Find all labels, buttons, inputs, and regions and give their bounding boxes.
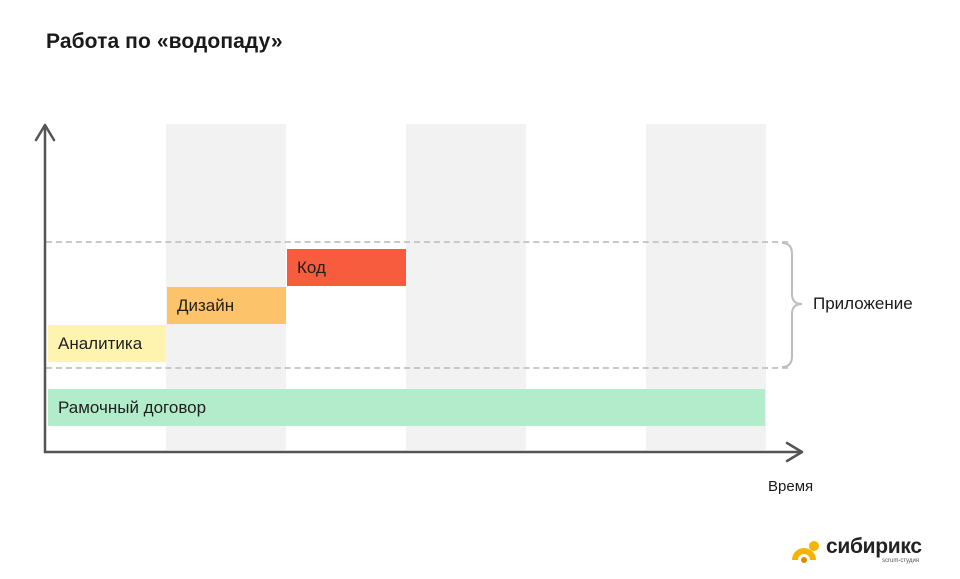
diagram-title: Работа по «водопаду»	[46, 30, 283, 53]
group-label: Приложение	[813, 294, 913, 313]
group-top-dashed-line	[46, 241, 788, 243]
bar-design: Дизайн	[167, 287, 286, 324]
x-axis-arrowhead	[785, 441, 804, 463]
group-bottom-dashed-line	[46, 367, 788, 369]
brand-logo: сибирикс scrum-студия	[790, 534, 930, 568]
logo-subtitle: scrum-студия	[882, 558, 920, 564]
y-axis-arrowhead	[34, 123, 56, 142]
bar-framework-contract: Рамочный договор	[48, 389, 765, 426]
logo-mark-icon	[792, 541, 819, 563]
x-axis-label: Время	[768, 478, 814, 495]
logo-wordmark: сибирикс	[826, 535, 922, 558]
group-brace	[781, 242, 803, 368]
bar-analytics: Аналитика	[48, 325, 166, 362]
bar-code: Код	[287, 249, 406, 286]
